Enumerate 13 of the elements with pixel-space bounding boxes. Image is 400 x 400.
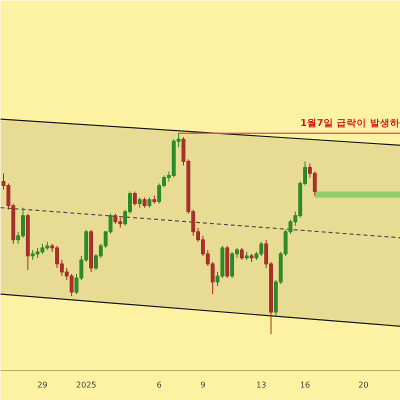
x-tick-label: 29 [37, 380, 48, 390]
x-tick-label: 9 [200, 380, 206, 390]
candlestick [147, 197, 152, 208]
candlestick [132, 191, 137, 206]
x-tick-label: 2025 [76, 380, 96, 390]
annotation: 1월7일 급락이 발생하 [300, 118, 400, 130]
x-tick-label: 13 [256, 380, 266, 390]
candlestick [142, 197, 147, 208]
x-tick-label: 16 [300, 380, 310, 390]
candlestick [138, 197, 142, 208]
candlestick [240, 247, 244, 260]
x-tick-label: 6 [156, 380, 162, 390]
x-tick-label: 20 [358, 380, 369, 390]
